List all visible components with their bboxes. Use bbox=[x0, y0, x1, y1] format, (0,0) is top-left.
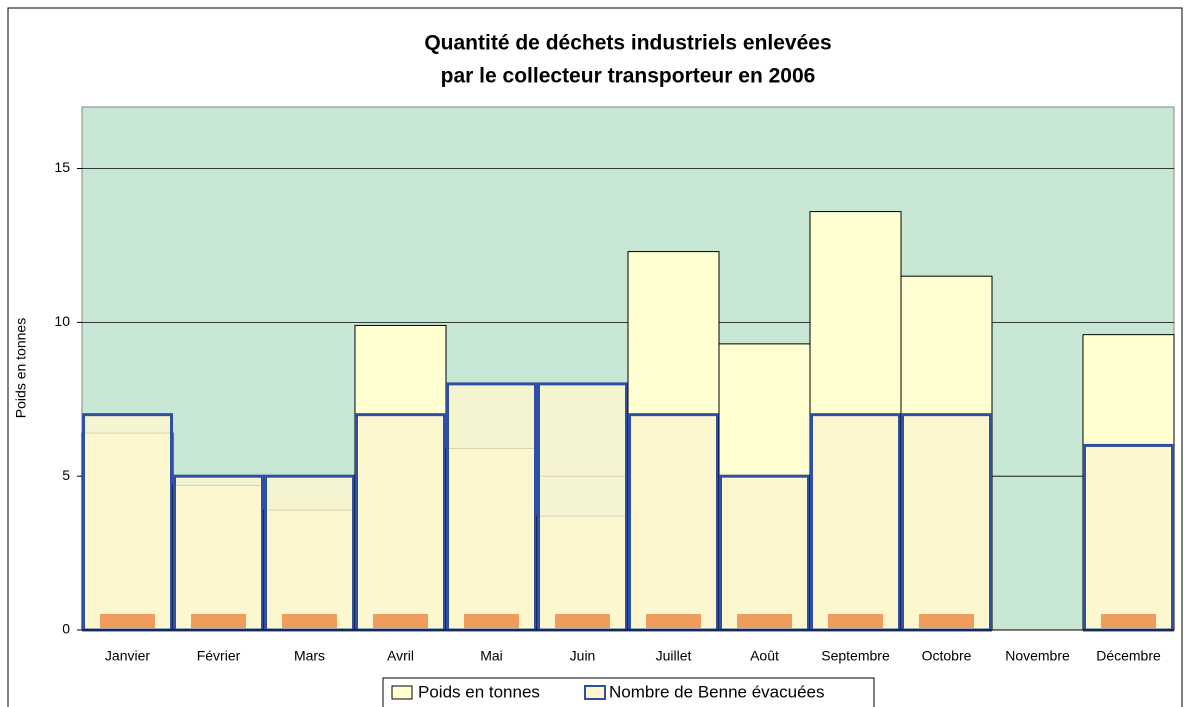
x-tick-label: Avril bbox=[387, 648, 414, 664]
bar bbox=[721, 476, 809, 630]
x-tick-label: Juillet bbox=[656, 648, 692, 664]
legend-swatch bbox=[585, 686, 605, 699]
bar bbox=[812, 415, 900, 630]
y-axis-label: Poids en tonnes bbox=[13, 318, 29, 418]
x-tick-label: Septembre bbox=[821, 648, 890, 664]
bar-decoration bbox=[191, 614, 246, 628]
chart: Quantité de déchets industriels enlevées… bbox=[0, 0, 1190, 707]
x-tick-label: Février bbox=[197, 648, 241, 664]
x-tick-label: Novembre bbox=[1005, 648, 1070, 664]
bar bbox=[903, 415, 991, 630]
bar-decoration bbox=[828, 614, 883, 628]
legend-label: Poids en tonnes bbox=[418, 682, 540, 701]
x-tick-label: Décembre bbox=[1096, 648, 1161, 664]
x-tick-label: Août bbox=[750, 648, 779, 664]
x-tick-label: Janvier bbox=[105, 648, 150, 664]
bar bbox=[84, 415, 172, 630]
bar bbox=[630, 415, 718, 630]
bar-decoration bbox=[737, 614, 792, 628]
x-tick-label: Mai bbox=[480, 648, 503, 664]
x-tick-label: Mars bbox=[294, 648, 325, 664]
bar-decoration bbox=[282, 614, 337, 628]
bar bbox=[266, 476, 354, 630]
chart-title: Quantité de déchets industriels enlevées bbox=[424, 32, 831, 55]
y-tick-label: 15 bbox=[54, 159, 70, 175]
y-tick-label: 10 bbox=[54, 313, 70, 329]
bar-decoration bbox=[919, 614, 974, 628]
bar-decoration bbox=[373, 614, 428, 628]
bar bbox=[539, 384, 627, 630]
bar-decoration bbox=[555, 614, 610, 628]
y-tick-label: 5 bbox=[62, 467, 70, 483]
chart-title: par le collecteur transporteur en 2006 bbox=[441, 65, 816, 88]
legend-label: Nombre de Benne évacuées bbox=[609, 682, 824, 701]
bar-decoration bbox=[100, 614, 155, 628]
bar-decoration bbox=[646, 614, 701, 628]
x-tick-label: Octobre bbox=[922, 648, 972, 664]
bar-decoration bbox=[464, 614, 519, 628]
legend-swatch bbox=[392, 686, 412, 699]
bar bbox=[448, 384, 536, 630]
page: {"chart_data": {"type": "bar", "title": … bbox=[0, 0, 1190, 707]
bar bbox=[1085, 445, 1173, 630]
bar-decoration bbox=[1101, 614, 1156, 628]
y-tick-label: 0 bbox=[62, 621, 70, 637]
bar bbox=[175, 476, 263, 630]
bar bbox=[357, 415, 445, 630]
x-tick-label: Juin bbox=[570, 648, 596, 664]
